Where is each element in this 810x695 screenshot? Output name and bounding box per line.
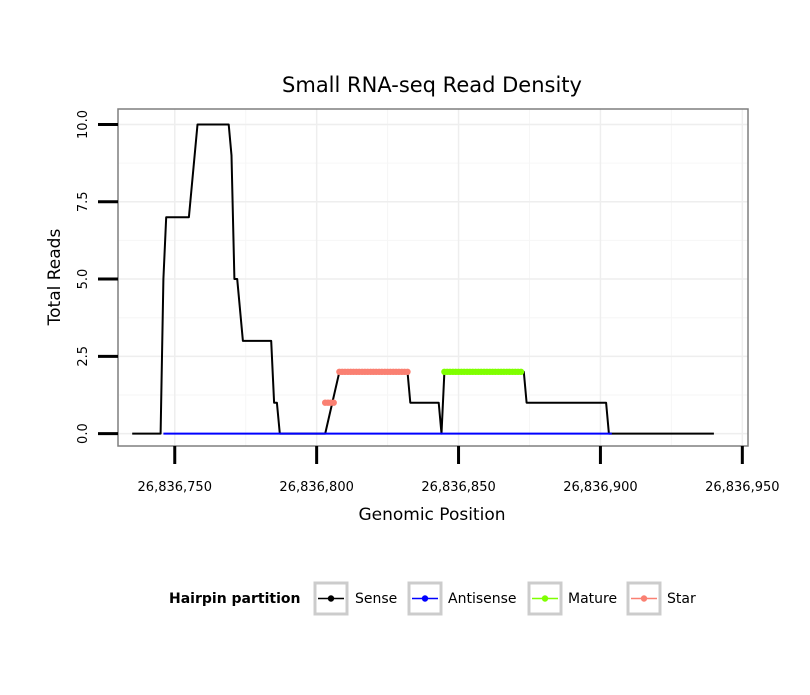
point-star xyxy=(330,399,337,406)
legend-key-point-sense xyxy=(327,595,335,602)
legend-key-point-antisense xyxy=(421,595,429,602)
legend-label-sense: Sense xyxy=(355,591,397,607)
x-axis-title: Genomic Position xyxy=(358,505,505,525)
legend-title: Hairpin partition xyxy=(169,591,300,607)
point-mature xyxy=(517,368,525,375)
data-layer xyxy=(132,123,714,435)
y-axis-title: Total Reads xyxy=(45,229,65,327)
x-tick-label: 26,836,950 xyxy=(705,480,779,495)
chart-title: Small RNA-seq Read Density xyxy=(282,73,582,97)
plot-panel-border xyxy=(117,108,749,447)
x-tick-label: 26,836,800 xyxy=(279,480,353,495)
point-star xyxy=(404,368,411,375)
legend-label-mature: Mature xyxy=(568,591,617,607)
legend-key-point-star xyxy=(640,595,648,602)
y-tick-label: 10.0 xyxy=(76,110,91,139)
legend-key-point-mature xyxy=(541,595,549,602)
y-tick-label: 5.0 xyxy=(76,269,91,290)
y-tick-label: 2.5 xyxy=(76,346,91,367)
legend-label-star: Star xyxy=(667,591,696,607)
axis-layer: 26,836,750 26,836,800 26,836,850 26,836,900… xyxy=(76,110,780,495)
legend: Hairpin partition Sense Antisense Mature St… xyxy=(169,581,696,616)
y-tick-label: 7.5 xyxy=(76,191,91,212)
y-tick-label: 0.0 xyxy=(76,423,91,444)
x-tick-label: 26,836,900 xyxy=(563,480,637,495)
legend-label-antisense: Antisense xyxy=(448,591,517,607)
x-tick-label: 26,836,750 xyxy=(138,480,212,495)
x-tick-label: 26,836,850 xyxy=(421,480,495,495)
